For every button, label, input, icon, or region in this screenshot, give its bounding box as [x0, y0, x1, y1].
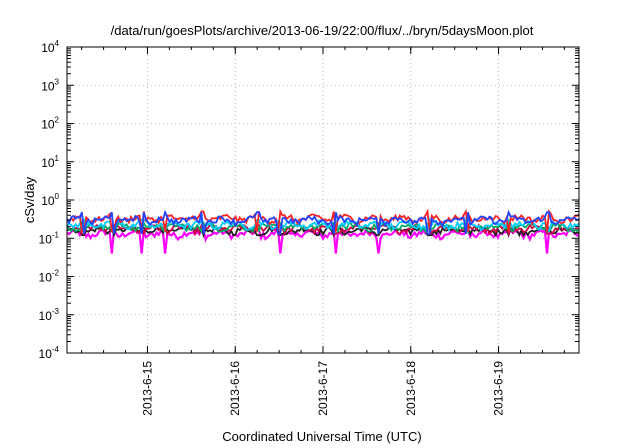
y-tick-label: 10-4	[39, 345, 60, 361]
y-tick-label: 10-2	[39, 269, 60, 285]
series-line-2	[66, 224, 580, 239]
x-tick-label: 2013-6-17	[316, 361, 330, 416]
series-line-1	[66, 227, 580, 254]
x-tick-label: 2013-6-18	[404, 361, 418, 416]
x-axis-label: Coordinated Universal Time (UTC)	[222, 429, 421, 444]
x-tick-label: 2013-6-19	[492, 361, 506, 416]
y-tick-label: 10-3	[39, 307, 60, 323]
y-tick-label: 101	[41, 154, 59, 170]
y-tick-label: 10-1	[39, 230, 60, 246]
y-tick-label: 102	[41, 116, 59, 132]
series-line-7	[66, 209, 580, 235]
y-tick-label: 103	[41, 77, 59, 93]
chart-title: /data/run/goesPlots/archive/2013-06-19/2…	[111, 23, 534, 38]
y-tick-label: 104	[41, 39, 59, 55]
x-tick-label: 2013-6-16	[228, 361, 242, 416]
y-axis: 104 103 102 101 100 10-1 10-2 10-3 10-4	[39, 39, 579, 361]
x-axis: 2013-6-15 2013-6-16 2013-6-17 2013-6-18 2013…	[81, 47, 565, 416]
grid	[67, 46, 579, 354]
x-tick-label: 2013-6-15	[140, 361, 154, 416]
series-group	[66, 208, 580, 254]
y-tick-label: 100	[41, 192, 59, 208]
y-axis-label: cSv/day	[22, 176, 37, 223]
